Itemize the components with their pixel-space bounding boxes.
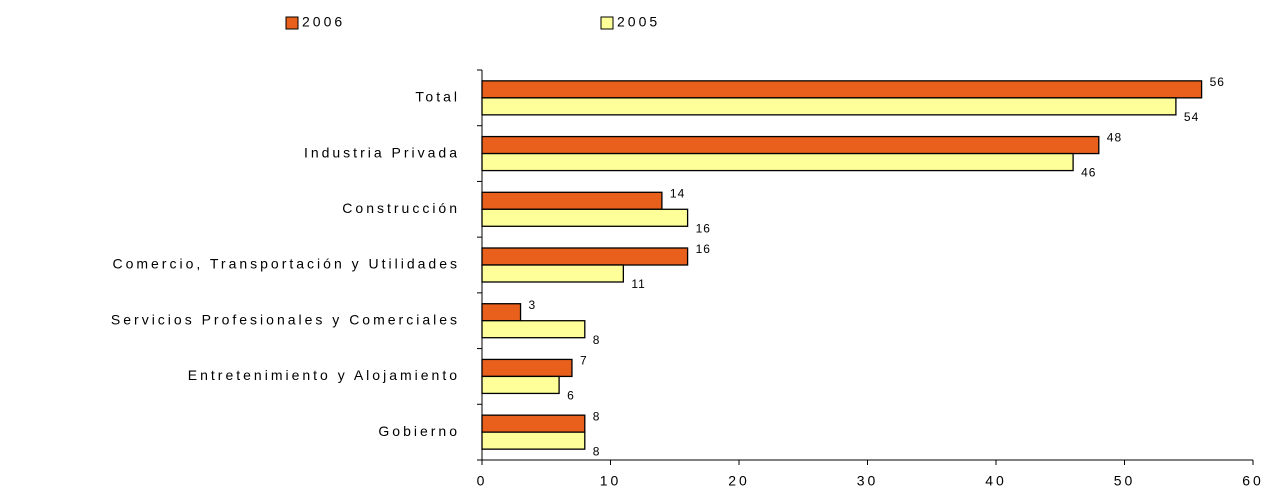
y-tick-label: Entretenimiento y Alojamiento — [188, 367, 460, 383]
bar — [481, 320, 586, 339]
value-label: 14 — [670, 186, 685, 200]
value-label: 16 — [696, 221, 711, 235]
value-label: 6 — [567, 389, 575, 403]
bar — [481, 375, 560, 395]
value-label: 48 — [1107, 131, 1122, 145]
value-label: 8 — [593, 444, 601, 458]
y-tick-label: Construcción — [342, 200, 460, 216]
legend-label: 2005 — [617, 14, 660, 30]
x-tick-label: 40 — [985, 473, 1007, 489]
legend-label: 2006 — [302, 14, 345, 30]
value-label: 46 — [1081, 166, 1096, 180]
value-label: 54 — [1184, 110, 1199, 124]
bar — [481, 264, 625, 283]
x-tick-label: 60 — [1242, 473, 1264, 489]
bar — [481, 431, 586, 450]
value-label: 8 — [593, 333, 601, 347]
x-tick-label: 50 — [1114, 473, 1136, 489]
value-label: 3 — [529, 298, 537, 312]
value-label: 56 — [1210, 75, 1225, 89]
bar — [481, 97, 1177, 116]
x-tick-label: 0 — [477, 473, 488, 489]
bar — [481, 135, 1100, 155]
value-label: 16 — [696, 242, 711, 256]
y-tick-label: Gobierno — [378, 423, 460, 439]
legend-swatch — [600, 16, 614, 30]
bar — [481, 247, 689, 266]
y-tick-label: Industria Privada — [304, 144, 460, 160]
x-tick-label: 20 — [728, 473, 750, 489]
legend-swatch — [285, 16, 299, 30]
value-label: 8 — [593, 409, 601, 423]
value-label: 11 — [631, 277, 645, 291]
bar — [481, 152, 1074, 172]
y-tick-label: Total — [415, 89, 460, 105]
bar — [481, 358, 573, 378]
bar — [481, 191, 663, 210]
bar — [481, 303, 522, 322]
x-tick-label: 10 — [600, 473, 622, 489]
value-label: 7 — [580, 354, 588, 368]
bar — [481, 80, 1203, 99]
bar — [481, 208, 689, 227]
bar — [481, 414, 586, 433]
y-tick-label: Servicios Profesionales y Comerciales — [111, 311, 460, 327]
x-tick-label: 30 — [857, 473, 879, 489]
y-tick-label: Comercio, Transportación y Utilidades — [112, 256, 460, 272]
